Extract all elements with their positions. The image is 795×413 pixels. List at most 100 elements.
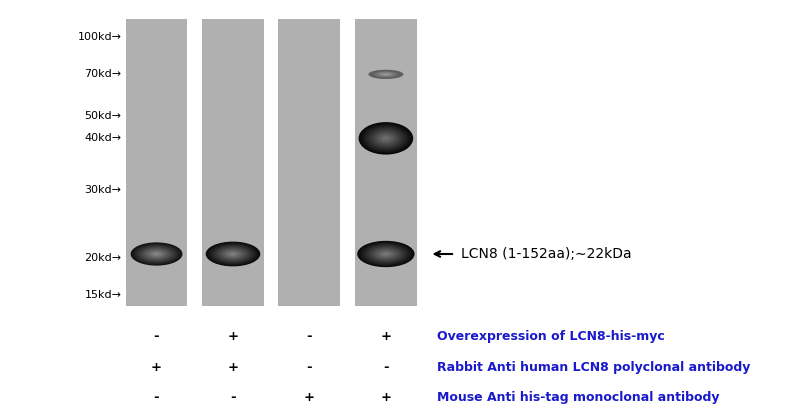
Ellipse shape bbox=[360, 123, 412, 154]
Ellipse shape bbox=[370, 70, 401, 78]
Ellipse shape bbox=[140, 247, 173, 261]
Text: 20kd→: 20kd→ bbox=[84, 253, 122, 263]
Ellipse shape bbox=[374, 71, 398, 78]
Ellipse shape bbox=[221, 248, 246, 260]
Ellipse shape bbox=[361, 124, 410, 153]
Text: 70kd→: 70kd→ bbox=[84, 69, 122, 79]
Ellipse shape bbox=[366, 127, 405, 150]
Ellipse shape bbox=[378, 250, 394, 258]
Ellipse shape bbox=[378, 133, 394, 143]
Ellipse shape bbox=[370, 247, 401, 261]
Ellipse shape bbox=[218, 247, 248, 261]
Ellipse shape bbox=[382, 73, 390, 76]
Ellipse shape bbox=[208, 243, 258, 265]
Ellipse shape bbox=[215, 246, 250, 262]
Ellipse shape bbox=[151, 252, 161, 256]
Ellipse shape bbox=[376, 249, 396, 259]
Ellipse shape bbox=[380, 252, 392, 256]
Ellipse shape bbox=[378, 72, 394, 76]
Ellipse shape bbox=[226, 251, 240, 257]
Ellipse shape bbox=[364, 125, 408, 151]
Ellipse shape bbox=[367, 245, 405, 263]
Ellipse shape bbox=[145, 249, 169, 259]
Text: -: - bbox=[153, 391, 159, 404]
Text: 100kd→: 100kd→ bbox=[78, 32, 122, 42]
Ellipse shape bbox=[214, 245, 252, 263]
Ellipse shape bbox=[141, 247, 172, 261]
Ellipse shape bbox=[374, 131, 398, 146]
Ellipse shape bbox=[207, 242, 259, 266]
Text: +: + bbox=[380, 330, 391, 343]
Ellipse shape bbox=[219, 248, 246, 260]
Ellipse shape bbox=[132, 243, 181, 265]
Ellipse shape bbox=[382, 74, 390, 75]
Ellipse shape bbox=[370, 70, 401, 78]
Bar bbox=[126, 19, 188, 306]
Text: 15kd→: 15kd→ bbox=[84, 290, 122, 300]
Ellipse shape bbox=[146, 249, 167, 259]
Ellipse shape bbox=[134, 244, 180, 264]
Ellipse shape bbox=[225, 250, 241, 258]
Text: -: - bbox=[153, 330, 159, 343]
Ellipse shape bbox=[385, 74, 386, 75]
Text: Mouse Anti his-tag monoclonal antibody: Mouse Anti his-tag monoclonal antibody bbox=[436, 391, 719, 404]
Text: -: - bbox=[383, 361, 389, 374]
Ellipse shape bbox=[364, 244, 407, 264]
Ellipse shape bbox=[211, 244, 255, 264]
Ellipse shape bbox=[385, 253, 387, 255]
Ellipse shape bbox=[206, 242, 260, 266]
Text: LCN8 (1-152aa);∼22kDa: LCN8 (1-152aa);∼22kDa bbox=[461, 247, 631, 261]
Ellipse shape bbox=[381, 73, 391, 76]
Ellipse shape bbox=[150, 251, 163, 257]
Ellipse shape bbox=[363, 244, 409, 264]
Ellipse shape bbox=[368, 70, 404, 79]
Ellipse shape bbox=[142, 248, 171, 260]
Ellipse shape bbox=[154, 253, 159, 255]
Ellipse shape bbox=[137, 245, 176, 263]
Ellipse shape bbox=[372, 71, 400, 78]
Ellipse shape bbox=[149, 251, 165, 257]
Ellipse shape bbox=[362, 243, 410, 265]
Text: 40kd→: 40kd→ bbox=[84, 133, 122, 143]
Ellipse shape bbox=[369, 246, 403, 262]
Text: +: + bbox=[151, 361, 162, 374]
Ellipse shape bbox=[153, 252, 161, 256]
Ellipse shape bbox=[363, 125, 409, 152]
Ellipse shape bbox=[380, 73, 392, 76]
Ellipse shape bbox=[229, 252, 237, 256]
Ellipse shape bbox=[375, 132, 397, 145]
Ellipse shape bbox=[376, 133, 395, 144]
Ellipse shape bbox=[227, 252, 238, 256]
Ellipse shape bbox=[134, 244, 179, 264]
Text: +: + bbox=[380, 391, 391, 404]
Ellipse shape bbox=[231, 253, 235, 255]
Ellipse shape bbox=[368, 128, 404, 149]
Ellipse shape bbox=[359, 122, 413, 154]
Bar bbox=[202, 19, 264, 306]
Ellipse shape bbox=[381, 135, 391, 142]
Ellipse shape bbox=[147, 250, 165, 258]
Ellipse shape bbox=[373, 71, 399, 78]
Text: +: + bbox=[304, 391, 315, 404]
Ellipse shape bbox=[130, 242, 183, 266]
Text: +: + bbox=[227, 330, 238, 343]
Ellipse shape bbox=[369, 70, 403, 79]
Ellipse shape bbox=[366, 245, 406, 263]
Text: Rabbit Anti human LCN8 polyclonal antibody: Rabbit Anti human LCN8 polyclonal antibo… bbox=[436, 361, 750, 374]
Ellipse shape bbox=[374, 71, 398, 77]
Ellipse shape bbox=[210, 244, 256, 264]
Ellipse shape bbox=[379, 134, 393, 142]
Ellipse shape bbox=[373, 248, 399, 260]
Text: 30kd→: 30kd→ bbox=[84, 185, 122, 195]
Ellipse shape bbox=[216, 247, 250, 261]
Ellipse shape bbox=[382, 252, 390, 256]
Ellipse shape bbox=[223, 249, 242, 259]
Ellipse shape bbox=[377, 72, 395, 77]
Ellipse shape bbox=[382, 136, 390, 141]
Ellipse shape bbox=[378, 73, 393, 76]
Ellipse shape bbox=[372, 130, 400, 147]
Ellipse shape bbox=[383, 74, 389, 75]
Ellipse shape bbox=[370, 128, 402, 148]
Bar bbox=[278, 19, 340, 306]
Ellipse shape bbox=[374, 249, 398, 259]
